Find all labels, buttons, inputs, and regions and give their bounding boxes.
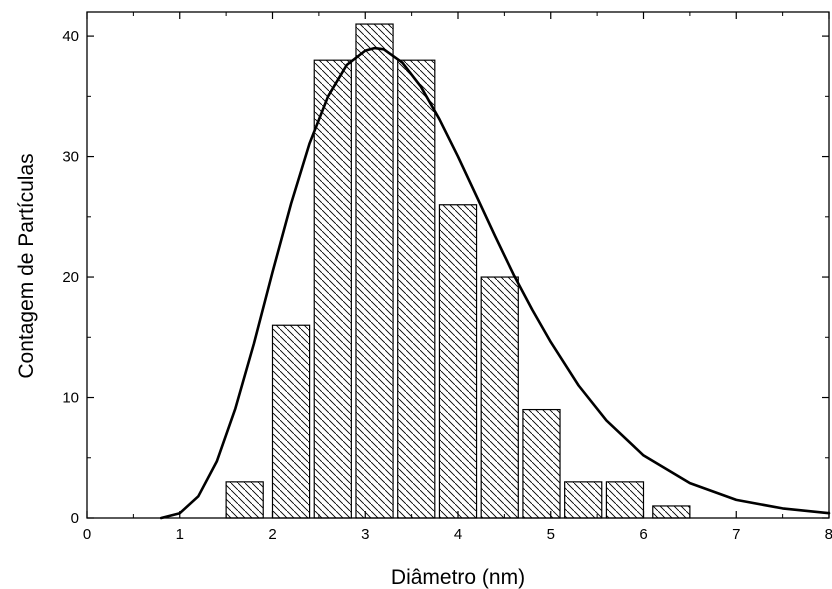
fit-curve-layer [159, 46, 831, 520]
y-tick-label: 40 [62, 28, 79, 45]
fit-curve [159, 46, 831, 520]
histogram-bar-2 [271, 324, 311, 519]
x-tick-label: 3 [361, 526, 369, 543]
histogram-bar-1 [225, 481, 264, 519]
x-tick-label: 1 [176, 526, 184, 543]
x-axis-title: Diâmetro (nm) [391, 566, 525, 589]
axes [86, 11, 830, 519]
x-tick-label: 2 [268, 526, 276, 543]
x-tick-label: 4 [454, 526, 462, 543]
histogram-bar-10 [605, 481, 645, 519]
x-tick-label: 8 [825, 526, 832, 543]
histogram-bar-6 [438, 204, 478, 519]
histogram-bar-4 [355, 23, 394, 519]
tick-labels: 0 1 2 3 4 5 6 7 8 0 10 20 30 40 [62, 28, 832, 543]
x-tick-label: 7 [732, 526, 740, 543]
histogram-bar-8 [522, 408, 561, 519]
y-tick-label: 30 [62, 149, 79, 166]
bars [225, 23, 691, 519]
histogram-bar-9 [564, 481, 603, 519]
y-tick-label: 0 [71, 510, 79, 527]
y-tick-label: 20 [62, 269, 79, 286]
y-tick-label: 10 [62, 390, 79, 407]
x-tick-label: 6 [639, 526, 647, 543]
x-tick-label: 0 [83, 526, 91, 543]
y-axis-title: Contagem de Partículas [15, 153, 38, 378]
histogram-bar-11 [652, 505, 691, 519]
histogram-bar-3 [313, 59, 352, 519]
x-tick-label: 5 [547, 526, 555, 543]
histogram-bar-5 [397, 59, 436, 519]
histogram-bar-7 [480, 276, 519, 519]
